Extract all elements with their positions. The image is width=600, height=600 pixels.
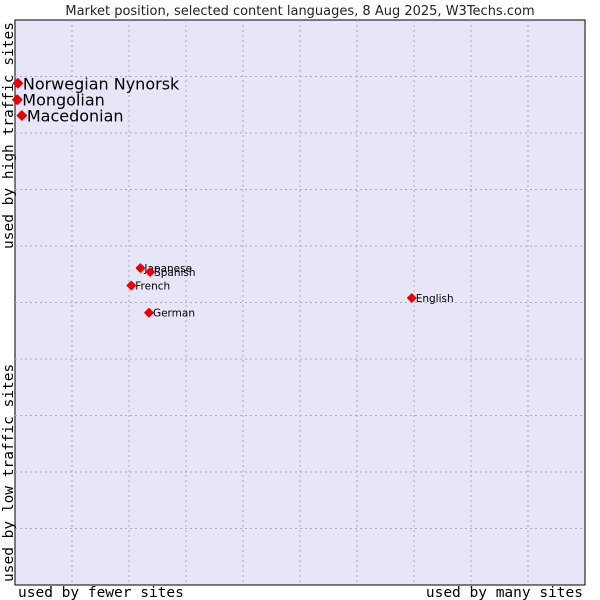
data-point-japanese: Japanese: [135, 263, 192, 275]
grid-lines: [15, 20, 585, 585]
data-point-spanish: Spanish: [145, 267, 196, 279]
point-label: Macedonian: [27, 106, 124, 125]
point-marker: [16, 110, 28, 121]
chart-title: Market position, selected content langua…: [65, 4, 534, 19]
point-label: Spanish: [154, 267, 195, 279]
data-point-macedonian: Macedonian: [16, 106, 124, 125]
point-marker: [135, 263, 146, 273]
point-marker: [145, 267, 155, 277]
data-point-english: English: [406, 293, 454, 305]
point-label: Mongolian: [22, 91, 105, 110]
x-axis-label-left: used by fewer sites: [18, 585, 184, 600]
point-label: Norwegian Nynorsk: [23, 74, 180, 93]
point-label: French: [135, 281, 170, 293]
y-axis-label-bottom: used by low traffic sites: [1, 364, 17, 582]
point-label: Japanese: [143, 263, 192, 275]
data-point-mongolian: Mongolian: [12, 91, 105, 110]
point-marker: [406, 293, 417, 303]
point-marker: [12, 94, 23, 105]
data-point-german: German: [144, 307, 195, 320]
data-point-norwegian-nynorsk: Norwegian Nynorsk: [12, 74, 180, 93]
x-axis-label-right: used by many sites: [426, 585, 583, 600]
point-label: German: [153, 308, 195, 320]
point-marker: [144, 307, 154, 318]
point-marker: [126, 280, 137, 291]
point-label: English: [416, 293, 454, 305]
y-axis-label-top: used by high traffic sites: [1, 22, 17, 249]
point-marker: [12, 78, 24, 89]
data-point-french: French: [126, 280, 170, 293]
